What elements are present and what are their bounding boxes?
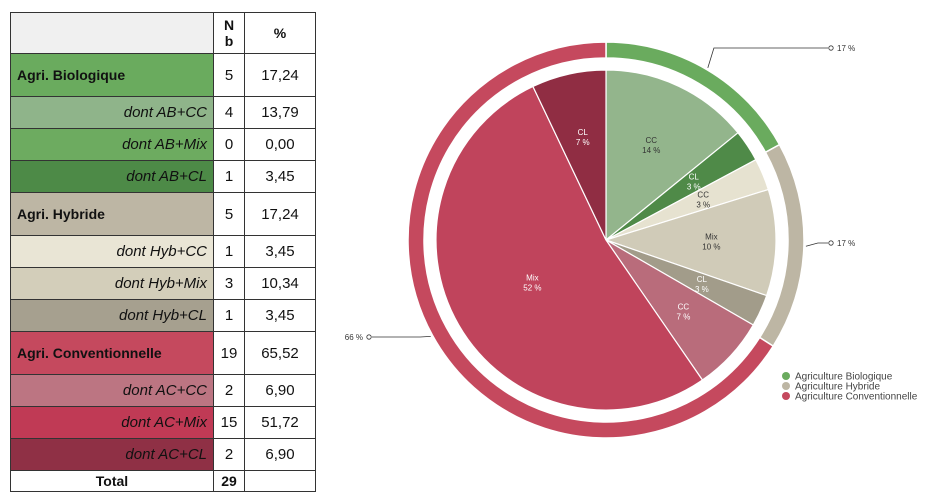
slice-label: CL — [697, 275, 708, 284]
legend-label: Agriculture Biologique — [795, 372, 893, 383]
row-label: Agri. Biologique — [10, 53, 214, 97]
table-row: dont Hyb+CC 1 3,45 — [10, 235, 316, 268]
total-percent — [244, 470, 316, 492]
total-label: Total — [10, 470, 214, 492]
slice-label: CC — [678, 303, 690, 312]
table-total-row: Total 29 — [10, 470, 316, 492]
header-pct-cell: % — [244, 12, 316, 54]
header-label-cell — [10, 12, 214, 54]
row-label: dont AC+CC — [10, 374, 214, 407]
pie-slice — [605, 69, 739, 242]
slice-label: Mix — [526, 274, 538, 283]
row-count: 5 — [213, 53, 245, 97]
leader-line — [707, 47, 828, 68]
outer-ring-segment — [407, 41, 775, 439]
total-count: 29 — [213, 470, 245, 492]
row-count: 19 — [213, 331, 245, 375]
row-label: dont AB+CL — [10, 160, 214, 193]
slice-percent-label: 7 % — [576, 138, 590, 147]
pie-slice — [604, 188, 777, 297]
row-label: dont AB+Mix — [10, 128, 214, 161]
row-count: 5 — [213, 192, 245, 236]
row-count: 4 — [213, 96, 245, 129]
outer-percent-label: 17 % — [837, 44, 855, 53]
slice-label: CL — [578, 128, 589, 137]
slice-percent-label: 3 % — [687, 183, 701, 192]
row-label: Agri. Conventionnelle — [10, 331, 214, 375]
row-label: dont Hyb+CL — [10, 299, 214, 332]
header-nb-cell: N b — [213, 12, 245, 54]
slice-percent-label: 7 % — [677, 313, 691, 322]
table-row: dont AB+CC 4 13,79 — [10, 96, 316, 129]
table-row: dont AC+Mix 15 51,72 — [10, 406, 316, 439]
leader-line — [805, 242, 828, 247]
pie-slice — [435, 85, 704, 411]
leader-dot — [366, 334, 372, 340]
row-percent: 3,45 — [244, 235, 316, 268]
row-count: 2 — [213, 438, 245, 471]
row-count: 0 — [213, 128, 245, 161]
row-percent: 10,34 — [244, 267, 316, 300]
table-row: dont AC+CL 2 6,90 — [10, 438, 316, 471]
row-label: dont Hyb+CC — [10, 235, 214, 268]
row-count: 1 — [213, 160, 245, 193]
legend-swatch — [782, 392, 790, 400]
row-count: 1 — [213, 235, 245, 268]
row-label: dont AC+CL — [10, 438, 214, 471]
slice-percent-label: 14 % — [642, 146, 660, 155]
row-label: dont AC+Mix — [10, 406, 214, 439]
row-percent: 3,45 — [244, 160, 316, 193]
table-row: dont Hyb+CL 1 3,45 — [10, 299, 316, 332]
leader-dot — [828, 45, 834, 51]
row-percent: 65,52 — [244, 331, 316, 375]
row-label: Agri. Hybride — [10, 192, 214, 236]
slice-label: CC — [697, 190, 709, 199]
outer-percent-label: 17 % — [837, 239, 855, 248]
row-percent: 17,24 — [244, 192, 316, 236]
row-percent: 0,00 — [244, 128, 316, 161]
slice-percent-label: 3 % — [696, 200, 710, 209]
legend-label: Agriculture Hybride — [795, 382, 880, 393]
row-count: 1 — [213, 299, 245, 332]
table-row: dont AB+CL 1 3,45 — [10, 160, 316, 193]
legend-swatch — [782, 372, 790, 380]
legend-label: Agriculture Conventionnelle — [795, 392, 918, 403]
row-label: dont AB+CC — [10, 96, 214, 129]
table-header-row: N b% — [10, 12, 316, 54]
row-count: 15 — [213, 406, 245, 439]
row-label: dont Hyb+Mix — [10, 267, 214, 300]
pie-slice — [532, 69, 607, 241]
slice-percent-label: 10 % — [702, 243, 720, 252]
row-percent: 51,72 — [244, 406, 316, 439]
slice-label: CL — [689, 173, 700, 182]
row-count: 2 — [213, 374, 245, 407]
legend-swatch — [782, 382, 790, 390]
table-row: Agri. Conventionnelle 19 65,52 — [10, 331, 316, 375]
row-count: 3 — [213, 267, 245, 300]
table-row: Agri. Biologique 5 17,24 — [10, 53, 316, 97]
row-percent: 17,24 — [244, 53, 316, 97]
table-row: dont AC+CC 2 6,90 — [10, 374, 316, 407]
row-percent: 3,45 — [244, 299, 316, 332]
data-table: N b% Agri. Biologique 5 17,24 dont AB+CC 4 13,… — [10, 12, 316, 492]
table-row: dont AB+Mix 0 0,00 — [10, 128, 316, 161]
row-percent: 13,79 — [244, 96, 316, 129]
table-row: Agri. Hybride 5 17,24 — [10, 192, 316, 236]
slice-percent-label: 3 % — [695, 285, 709, 294]
leader-line — [372, 335, 431, 338]
slice-label: Mix — [705, 233, 717, 242]
leader-dot — [828, 240, 834, 246]
row-percent: 6,90 — [244, 374, 316, 407]
row-percent: 6,90 — [244, 438, 316, 471]
outer-percent-label: 66 % — [345, 333, 363, 342]
slice-label: CC — [646, 136, 658, 145]
slice-percent-label: 52 % — [523, 284, 541, 293]
table-row: dont Hyb+Mix 3 10,34 — [10, 267, 316, 300]
